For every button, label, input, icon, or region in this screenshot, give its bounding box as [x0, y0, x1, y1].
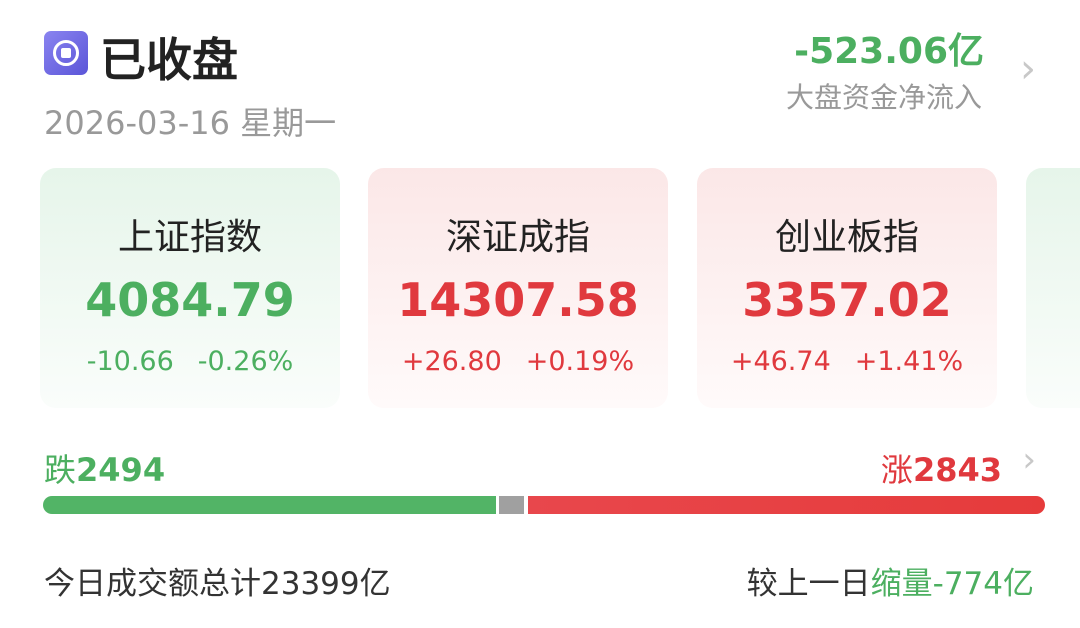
- breadth-bar: [43, 496, 1045, 514]
- rise-number: 2843: [912, 451, 1002, 489]
- fall-label: 跌: [44, 451, 77, 489]
- rise-segment: [528, 496, 1045, 514]
- chevron-right-icon[interactable]: ›: [1022, 440, 1036, 480]
- index-card-cyb[interactable]: 创业板指 3357.02 +46.74 +1.41%: [697, 168, 997, 408]
- rise-label: 涨: [880, 451, 913, 489]
- index-name: 深证成指: [445, 217, 590, 258]
- index-pct: +1.41%: [854, 346, 964, 377]
- weekday-text: 星期一: [240, 104, 337, 142]
- index-value: 14307.58: [397, 273, 639, 327]
- market-status-title: 已收盘: [100, 33, 238, 87]
- compare-value: 缩量-774亿: [870, 566, 1034, 602]
- market-status-icon: [44, 31, 88, 75]
- date-text: 2026-03-16: [44, 104, 230, 142]
- index-name: 创业板指: [774, 217, 919, 258]
- index-card-partial[interactable]: [1026, 168, 1080, 408]
- turnover-total: 今日成交额总计23399亿: [44, 566, 391, 602]
- index-change: +26.80: [401, 346, 502, 377]
- index-name: 上证指数: [117, 217, 262, 258]
- net-inflow-label[interactable]: 大盘资金净流入: [785, 81, 982, 114]
- turnover-compare: 较上一日缩量-774亿: [747, 558, 1034, 603]
- index-card-sz[interactable]: 深证成指 14307.58 +26.80 +0.19%: [368, 168, 668, 408]
- index-pct: -0.26%: [197, 346, 294, 377]
- index-change: -10.66: [86, 346, 174, 377]
- index-value: 3357.02: [742, 273, 952, 327]
- net-inflow-value[interactable]: -523.06亿: [794, 31, 984, 72]
- index-pct: +0.19%: [525, 346, 635, 377]
- index-change: +46.74: [730, 346, 831, 377]
- fall-count: 跌2494: [44, 445, 165, 491]
- rise-count[interactable]: 涨2843: [881, 445, 1002, 491]
- trade-date: 2026-03-16 星期一: [44, 98, 336, 144]
- index-card-sh[interactable]: 上证指数 4084.79 -10.66 -0.26%: [40, 168, 340, 408]
- fall-segment: [43, 496, 496, 514]
- flat-segment: [499, 496, 524, 514]
- index-value: 4084.79: [85, 273, 295, 327]
- compare-prefix: 较上一日: [746, 566, 871, 602]
- chevron-right-icon[interactable]: ›: [1020, 46, 1036, 92]
- fall-number: 2494: [76, 451, 166, 489]
